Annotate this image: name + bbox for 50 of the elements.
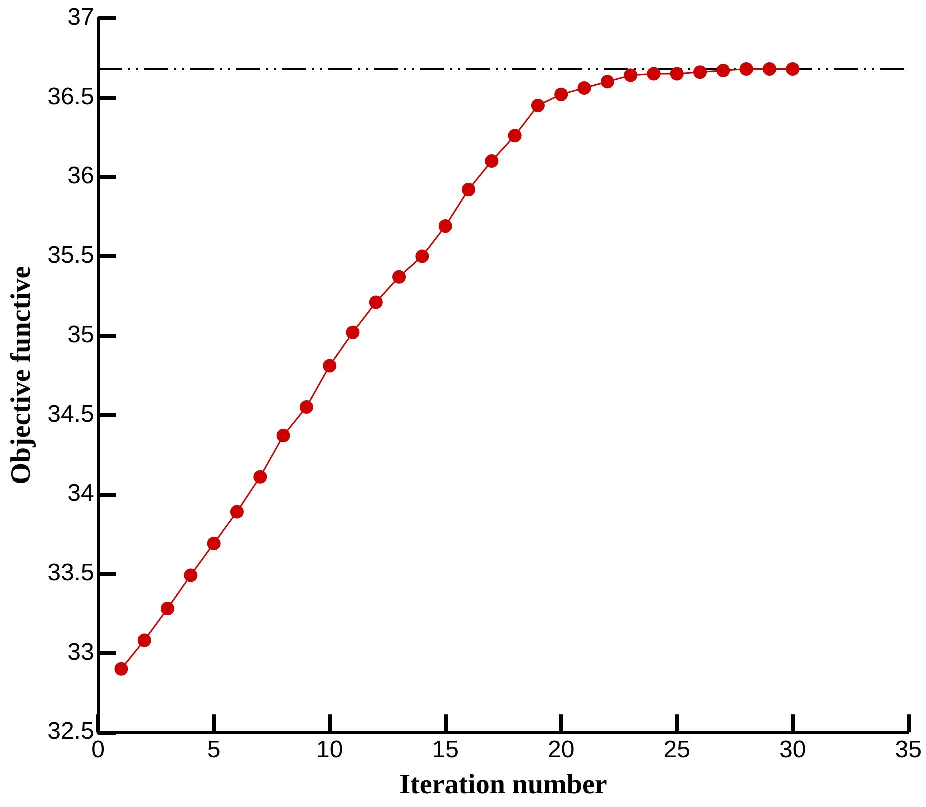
y-tick-label: 37 [68,4,94,32]
y-tick-label: 35 [68,321,94,348]
point [276,429,290,443]
point [762,62,776,76]
point [230,505,244,519]
point [647,67,661,81]
point [184,568,198,582]
x-tick-label: 25 [664,736,690,764]
point [740,62,754,76]
x-tick-label: 5 [207,736,221,764]
point [438,220,452,234]
point [508,129,522,143]
x-tick-label: 20 [548,736,575,764]
point [392,270,406,284]
point [716,64,730,78]
point [600,75,614,89]
point [670,67,684,81]
y-tick-label: 34.5 [48,400,94,428]
point [416,250,430,264]
x-tick-label: 10 [316,736,344,764]
x-tick-label: 35 [895,736,922,764]
point [624,68,638,82]
y-tick-label: 35.5 [48,242,94,270]
point [531,98,545,112]
y-tick-label: 33 [68,638,94,666]
y-axis-title: Objective functive [6,266,38,485]
point [207,536,221,550]
x-tick-label: 15 [432,736,459,764]
y-tick-label: 36.5 [48,83,94,110]
point [554,88,568,102]
point [323,359,337,373]
point [694,66,708,80]
y-tick-label: 33.5 [48,560,94,587]
point [300,400,314,414]
point [369,296,383,310]
y-tick-label: 34 [68,480,94,508]
point [346,326,360,340]
point [786,62,800,76]
x-axis-title: Iteration number [400,769,608,800]
point [254,470,268,484]
y-tick-label: 36 [68,162,94,190]
point [578,81,592,95]
y-tick-label: 32.5 [48,718,94,746]
point [114,662,128,676]
point [138,634,152,648]
x-tick-label: 30 [780,736,806,764]
x-tick-label: 0 [92,736,105,764]
point [462,183,476,197]
point [161,602,175,616]
point [485,154,499,168]
